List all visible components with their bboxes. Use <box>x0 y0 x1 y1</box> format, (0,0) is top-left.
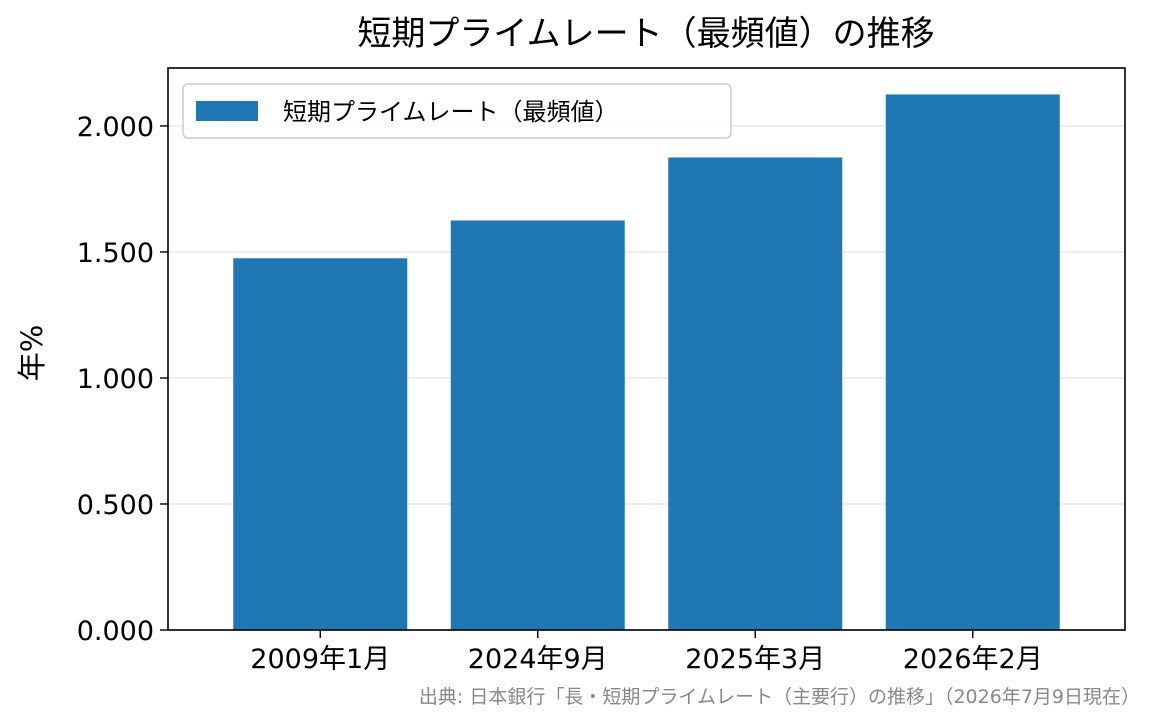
y-tick-label: 0.000 <box>77 616 154 647</box>
x-tick-label: 2024年9月 <box>468 644 608 675</box>
chart-title: 短期プライムレート（最頻値）の推移 <box>357 14 934 54</box>
bar <box>450 220 625 630</box>
y-tick-label: 1.000 <box>77 364 154 395</box>
y-tick-label: 0.500 <box>77 490 154 521</box>
source-note: 出典: 日本銀行「長・短期プライムレート（主要行）の推移」（2026年7月9日現… <box>419 686 1140 708</box>
x-tick-label: 2025年3月 <box>685 644 825 675</box>
y-tick-label: 2.000 <box>77 112 154 143</box>
y-axis-label: 年% <box>15 325 49 382</box>
plot-frame <box>167 67 1126 631</box>
legend-frame <box>182 83 732 139</box>
legend: 短期プライムレート（最頻値） <box>182 83 732 139</box>
legend-swatch <box>196 101 258 121</box>
y-tick-label: 1.500 <box>77 238 154 269</box>
x-tick-label: 2026年2月 <box>903 644 1043 675</box>
legend-label: 短期プライムレート（最頻値） <box>283 98 619 126</box>
x-axis: 2009年1月 2024年9月 2025年3月 2026年2月 <box>250 630 1043 675</box>
bars <box>233 94 1060 630</box>
bar <box>668 157 843 630</box>
x-tick-label: 2009年1月 <box>250 644 390 675</box>
bar <box>233 258 408 630</box>
bar <box>885 94 1060 630</box>
y-axis: 0.000 0.500 1.000 1.500 2.000 <box>77 112 168 647</box>
